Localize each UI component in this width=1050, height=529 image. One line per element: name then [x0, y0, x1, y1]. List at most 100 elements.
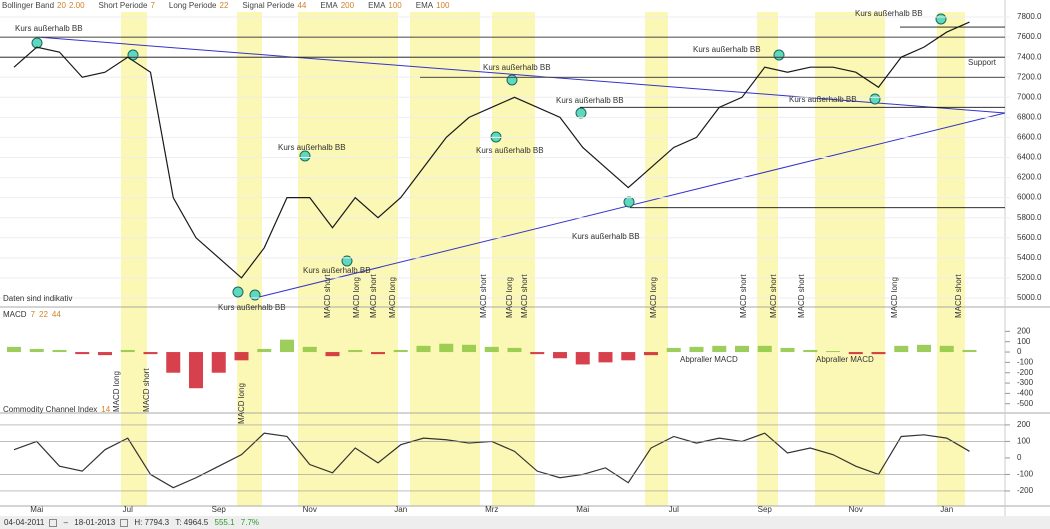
band [298, 12, 322, 506]
y-tick-label: 6800.0 [1017, 112, 1042, 121]
histogram-bar [757, 345, 772, 353]
indicator-label: EMA [415, 1, 434, 10]
marker [773, 49, 785, 61]
marker [249, 289, 261, 301]
marker [299, 150, 311, 162]
band [322, 12, 398, 506]
indicator-param: 22 [219, 1, 229, 10]
indicator-param: 20 [57, 1, 66, 10]
histogram-bar [98, 352, 112, 356]
histogram-bar [280, 339, 294, 353]
highlight-bands [121, 12, 965, 506]
histogram-bar [780, 347, 795, 353]
annotation: Kurs außerhalb BB [572, 232, 640, 241]
histogram-bar [348, 349, 363, 353]
date-picker[interactable] [120, 518, 129, 527]
y-tick-label: 100 [1017, 437, 1031, 446]
marker [575, 107, 587, 119]
annotation: Kurs außerhalb BB [218, 303, 286, 312]
panel-param: 14 [101, 405, 110, 414]
indicator: EMA 200 [320, 1, 354, 10]
signal-label: MACD short [479, 274, 488, 318]
annotation: Kurs außerhalb BB [855, 9, 923, 18]
marker [623, 196, 635, 208]
change: 555.1 [214, 518, 235, 527]
indicator-param: 200 [340, 1, 355, 10]
histogram-bar [484, 346, 499, 353]
x-tick-label: Mrz [485, 505, 498, 514]
panel-title: Commodity Channel Index 14 [3, 405, 111, 414]
indicator-param: 2.00 [68, 1, 85, 10]
y-tick-label: 5200.0 [1017, 273, 1042, 282]
x-tick-label: Jan [394, 505, 407, 514]
signal-label: MACD long [112, 371, 121, 412]
signal-label: MACD short [954, 274, 963, 318]
indicator: EMA 100 [368, 1, 402, 10]
x-tick-label: Mai [576, 505, 589, 514]
y-tick-label: 7000.0 [1017, 92, 1042, 101]
histogram-bar [848, 352, 863, 355]
date-picker[interactable] [49, 518, 58, 527]
x-tick-label: Jul [123, 505, 133, 514]
histogram-bar [735, 345, 749, 353]
footer: 04-04-2011 – 18-01-2013 H: 7794.3 T: 496… [0, 516, 1050, 529]
y-tick-label: -300 [1017, 378, 1034, 387]
histogram-bar [257, 348, 272, 353]
notice: Daten sind indikativ [3, 294, 72, 303]
histogram-bar [302, 346, 317, 353]
annotation: Abpraller MACD [816, 355, 874, 364]
histogram-bar [598, 352, 613, 363]
histogram-bar [553, 352, 567, 359]
annotation: Kurs außerhalb BB [476, 146, 544, 155]
histogram-bar [530, 352, 545, 355]
price-line [13, 21, 970, 279]
y-tick-label: 5800.0 [1017, 213, 1042, 222]
trend-line [36, 36, 1006, 114]
signal-label: MACD long [649, 277, 658, 318]
indicator-header: Bollinger Band 20 2.00 Short Periode 7 Long P… [2, 1, 463, 10]
x-tick-label: Jan [940, 505, 953, 514]
signal-label: MACD short [769, 274, 778, 318]
change-pct: 7.7% [240, 518, 259, 527]
indicator: Long Periode 22 [169, 1, 229, 10]
signal-label: MACD short [369, 274, 378, 318]
y-tick-label: 200 [1017, 420, 1031, 429]
indicator-label: EMA [320, 1, 338, 10]
y-tick-label: 0 [1017, 453, 1022, 462]
annotation: Kurs außerhalb BB [556, 96, 624, 105]
annotation: Kurs außerhalb BB [303, 266, 371, 275]
histogram-bar [166, 352, 181, 373]
band [757, 12, 778, 506]
y-tick-label: 6200.0 [1017, 173, 1042, 182]
marker [869, 93, 881, 105]
indicator: Short Periode 7 [99, 1, 155, 10]
y-tick-label: -200 [1017, 486, 1034, 495]
signal-label: MACD long [388, 277, 397, 318]
panel-param: 7 [31, 310, 36, 319]
panel-param: 22 [39, 310, 48, 319]
signal-label: MACD short [323, 274, 332, 318]
y-tick-label: 6400.0 [1017, 153, 1042, 162]
x-tick-label: Jul [669, 505, 679, 514]
marker [506, 74, 518, 86]
histogram-bar [917, 344, 931, 353]
histogram-bar [29, 348, 44, 353]
histogram-bar [416, 345, 431, 353]
panel-title-text: MACD [3, 310, 27, 319]
histogram-bar [939, 345, 954, 353]
histogram-bar [689, 346, 704, 353]
signal-label: MACD long [890, 277, 899, 318]
annotation: Kurs außerhalb BB [693, 45, 761, 54]
signal-label: MACD short [739, 274, 748, 318]
signal-label: MACD long [237, 383, 246, 424]
annotation: Support [968, 58, 997, 67]
histogram-bar [143, 352, 158, 355]
x-tick-label: Nov [303, 505, 317, 514]
y-tick-label: 6600.0 [1017, 133, 1042, 142]
band [815, 12, 885, 506]
histogram-bar [75, 352, 90, 355]
histogram-bar [325, 352, 340, 357]
indicator-param: 100 [436, 1, 450, 10]
histogram-bar [826, 351, 840, 353]
y-tick-label: -100 [1017, 357, 1034, 366]
